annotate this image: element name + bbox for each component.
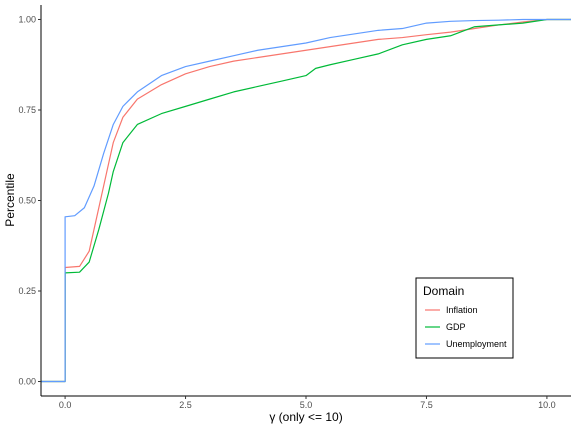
y-axis-title: Percentile (3, 173, 17, 227)
legend-label-inflation: Inflation (446, 305, 478, 315)
y-tick-label: 0.75 (18, 105, 36, 115)
y-ticks: 0.00 0.25 0.50 0.75 1.00 (18, 14, 41, 387)
legend: Domain Inflation GDP Unemployment (415, 277, 514, 359)
y-tick-label: 0.25 (18, 286, 36, 296)
x-ticks: 0.0 2.5 5.0 7.5 10.0 (59, 396, 556, 410)
x-tick-label: 10.0 (538, 400, 556, 410)
plot-lines (41, 18, 571, 383)
legend-title: Domain (423, 284, 464, 298)
legend-box (415, 277, 514, 359)
x-tick-label: 7.5 (420, 400, 433, 410)
y-tick-label: 0.00 (18, 377, 36, 387)
x-tick-label: 5.0 (300, 400, 313, 410)
series-line-unemployment (41, 18, 571, 383)
legend-entries: Inflation GDP Unemployment (425, 305, 507, 349)
y-tick-label: 0.50 (18, 196, 36, 206)
x-tick-label: 0.0 (59, 400, 72, 410)
legend-label-gdp: GDP (446, 322, 466, 332)
series-line-inflation (41, 18, 571, 383)
series-line-gdp (41, 18, 571, 383)
y-tick-label: 1.00 (18, 14, 36, 24)
x-axis-title: γ (only <= 10) (269, 410, 342, 424)
x-tick-label: 2.5 (179, 400, 192, 410)
legend-label-unemployment: Unemployment (446, 339, 507, 349)
